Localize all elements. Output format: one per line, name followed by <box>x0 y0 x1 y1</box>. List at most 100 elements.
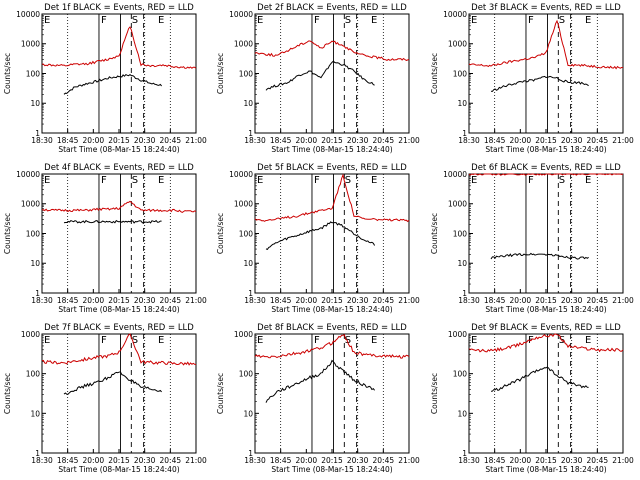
x-tick-label: 20:30 <box>561 456 583 465</box>
x-tick-label: 21:00 <box>612 296 634 305</box>
lld-series-line <box>41 333 197 366</box>
x-axis-label: Start Time (08-Mar-15 18:24:40) <box>58 145 179 154</box>
x-tick-label: 20:45 <box>586 296 608 305</box>
y-axis-label: Counts/sec <box>216 373 225 414</box>
x-tick-label: 18:30 <box>458 456 480 465</box>
detector-chart-5: Det 5f BLACK = Events, RED = LLD 1 10 100 10… <box>216 163 421 314</box>
chart-title: Det 8f BLACK = Events, RED = LLD <box>257 323 407 333</box>
y-tick-label: 1000 <box>21 330 40 339</box>
x-tick-label: 20:45 <box>586 456 608 465</box>
x-tick-label: 20:45 <box>373 136 395 145</box>
y-tick-label: 100 <box>452 370 467 379</box>
x-tick-label: 20:30 <box>134 136 156 145</box>
x-tick-label: 20:00 <box>83 296 105 305</box>
y-tick-label: 1000 <box>448 40 467 49</box>
x-tick-label: 20:15 <box>322 136 344 145</box>
event-marker-label: S <box>558 175 564 186</box>
x-tick-label: 20:30 <box>134 456 156 465</box>
x-tick-label: 21:00 <box>399 136 421 145</box>
x-tick-label: 18:45 <box>484 136 506 145</box>
x-axis-label: Start Time (08-Mar-15 18:24:40) <box>58 305 179 314</box>
x-tick-label: 21:00 <box>399 296 421 305</box>
x-tick-label: 18:45 <box>57 456 79 465</box>
lld-series-line <box>468 173 623 176</box>
x-tick-label: 20:15 <box>535 456 557 465</box>
chart-title: Det 7f BLACK = Events, RED = LLD <box>44 323 194 333</box>
x-axis-label: Start Time (08-Mar-15 18:24:40) <box>58 465 179 474</box>
x-tick-label: 18:45 <box>484 456 506 465</box>
event-marker-label: F <box>528 175 534 186</box>
y-tick-label: 10 <box>244 409 254 418</box>
x-axis-label: Start Time (08-Mar-15 18:24:40) <box>272 465 393 474</box>
event-marker-label: E <box>471 175 477 186</box>
y-axis-label: Counts/sec <box>216 213 225 254</box>
x-tick-label: 20:45 <box>586 136 608 145</box>
plot-frame <box>254 13 410 134</box>
x-tick-label: 20:00 <box>296 296 318 305</box>
plot-frame <box>41 173 197 294</box>
event-marker-label: E <box>471 335 477 346</box>
event-marker-label: E <box>257 15 263 26</box>
x-tick-label: 18:30 <box>245 456 267 465</box>
x-tick-label: 20:00 <box>296 136 318 145</box>
y-tick-label: 10 <box>30 409 40 418</box>
y-tick-label: 10000 <box>16 10 40 19</box>
x-tick-label: 18:30 <box>31 456 53 465</box>
x-tick-label: 20:15 <box>108 136 130 145</box>
x-tick-label: 18:45 <box>270 456 292 465</box>
event-marker-label: E <box>585 175 591 186</box>
event-marker-label: F <box>101 175 107 186</box>
y-tick-label: 1000 <box>234 200 253 209</box>
y-tick-label: 10 <box>244 259 254 268</box>
events-series-line <box>63 219 162 224</box>
event-marker-label: E <box>371 175 377 186</box>
event-marker-label: S <box>345 175 351 186</box>
events-series-line <box>266 221 376 250</box>
plot-frame <box>254 173 410 294</box>
y-tick-label: 10000 <box>230 10 254 19</box>
event-marker-label: S <box>558 15 564 26</box>
y-tick-label: 10 <box>30 99 40 108</box>
event-marker-label: S <box>132 175 138 186</box>
plot-frame <box>41 333 197 454</box>
y-tick-label: 1 <box>249 289 254 298</box>
x-tick-label: 18:30 <box>458 136 480 145</box>
event-marker-label: F <box>528 15 534 26</box>
event-marker-label: F <box>101 15 107 26</box>
x-tick-label: 20:00 <box>83 136 105 145</box>
y-tick-label: 1000 <box>448 200 467 209</box>
y-tick-label: 1 <box>249 129 254 138</box>
y-tick-label: 10000 <box>443 170 467 179</box>
x-tick-label: 20:45 <box>373 296 395 305</box>
event-marker-label: E <box>158 175 164 186</box>
x-tick-label: 20:15 <box>108 296 130 305</box>
x-tick-label: 20:15 <box>322 296 344 305</box>
x-tick-label: 20:30 <box>561 296 583 305</box>
event-marker-label: S <box>132 335 138 346</box>
detector-chart-4: Det 4f BLACK = Events, RED = LLD 1 10 100 10… <box>3 163 207 314</box>
x-tick-label: 21:00 <box>612 136 634 145</box>
lld-series-line <box>41 200 197 213</box>
detector-chart-1: Det 1f BLACK = Events, RED = LLD 1 10 100 10… <box>3 3 207 154</box>
events-series-line <box>265 60 376 91</box>
y-tick-label: 10000 <box>443 10 467 19</box>
y-tick-label: 10 <box>244 99 254 108</box>
event-marker-label: E <box>471 15 477 26</box>
detector-chart-6: Det 6f BLACK = Events, RED = LLD 1 10 100 10… <box>430 163 634 314</box>
lld-series-line <box>255 40 410 61</box>
x-tick-label: 20:30 <box>347 456 369 465</box>
events-series-line <box>63 73 162 95</box>
y-tick-label: 100 <box>26 70 41 79</box>
events-series-line <box>490 75 589 92</box>
y-tick-label: 100 <box>26 370 41 379</box>
x-tick-label: 18:30 <box>245 296 267 305</box>
x-tick-label: 20:00 <box>509 296 531 305</box>
plot-frame <box>41 13 197 134</box>
x-axis-label: Start Time (08-Mar-15 18:24:40) <box>485 305 606 314</box>
chart-title: Det 1f BLACK = Events, RED = LLD <box>44 3 194 13</box>
event-marker-label: E <box>585 15 591 26</box>
y-tick-label: 10 <box>30 259 40 268</box>
event-marker-label: E <box>44 335 50 346</box>
x-tick-label: 20:45 <box>373 456 395 465</box>
x-tick-label: 20:00 <box>509 456 531 465</box>
